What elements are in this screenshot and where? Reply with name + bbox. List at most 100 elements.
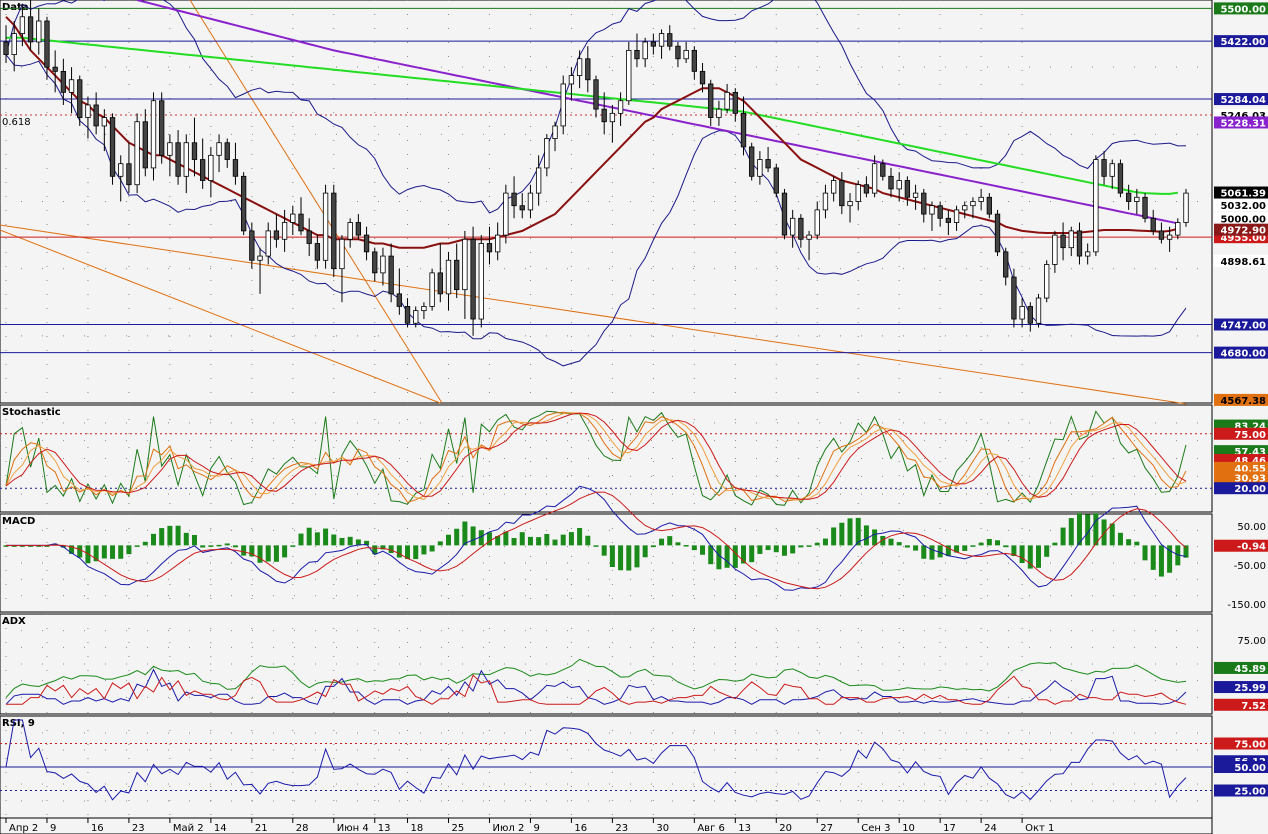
candle [585, 58, 591, 81]
macd-bar [945, 545, 951, 557]
candle [1011, 276, 1017, 320]
x-tick-label: 9 [533, 823, 539, 834]
x-tick-label: 21 [255, 823, 268, 834]
x-tick-label: Май 2 [173, 823, 204, 834]
stoch-label-bg [1214, 427, 1268, 440]
macd-bar [872, 529, 878, 546]
candle [486, 243, 493, 253]
candle [1134, 196, 1140, 202]
candle [314, 243, 321, 261]
candle [617, 100, 624, 114]
x-tick-label: 17 [943, 823, 956, 834]
candle [273, 230, 280, 240]
macd-bar [847, 518, 853, 546]
adx-label: 7.52 [1241, 701, 1266, 712]
candle [224, 142, 230, 160]
panel-title: Stochastic [2, 407, 61, 418]
candle [3, 41, 9, 55]
macd-bar [527, 536, 533, 546]
candle [1166, 234, 1173, 240]
macd-bar [683, 545, 689, 547]
candle [970, 201, 976, 207]
macd-bar [552, 539, 558, 546]
macd-bar [52, 543, 58, 546]
macd-bar [618, 545, 624, 571]
macd-bar [1150, 545, 1156, 570]
stoch-label: 83.24 [1234, 422, 1266, 433]
macd-bar [306, 527, 312, 546]
macd-bar [191, 535, 197, 546]
candle [814, 209, 820, 236]
macd-bar [446, 534, 451, 546]
candle [986, 196, 992, 215]
candle [871, 163, 878, 194]
candle [732, 91, 738, 114]
candle [52, 66, 58, 72]
price-label-bg [1214, 198, 1268, 211]
price-label: 5000.00 [1220, 214, 1266, 225]
x-tick-label: 20 [779, 823, 792, 834]
macd-bar [503, 531, 509, 546]
candle [601, 108, 607, 123]
macd-bar [1093, 513, 1099, 546]
macd-bar [1052, 542, 1058, 546]
candle [200, 159, 206, 181]
candle [658, 33, 665, 47]
macd-bar [1076, 513, 1082, 546]
macd-bar [700, 545, 706, 555]
x-tick-label: 27 [820, 823, 833, 834]
candle [683, 49, 689, 60]
x-tick-label: 23 [615, 823, 628, 834]
macd-bar [462, 521, 468, 546]
bollinger-lower [5, 54, 1187, 367]
macd-bar [3, 545, 9, 547]
candle [790, 217, 796, 236]
candle [1019, 306, 1025, 320]
stoch-label-bg [1214, 471, 1268, 484]
stoch-d3 [5, 412, 1187, 500]
candle [60, 70, 67, 93]
candle [503, 192, 509, 236]
candle [27, 16, 34, 43]
macd-bar [142, 541, 148, 546]
macd-bar [478, 530, 484, 546]
macd-bar [1044, 545, 1050, 557]
fib-label: 0.618 [2, 117, 31, 128]
panel-frame [0, 613, 1213, 715]
candle [937, 205, 943, 219]
level-label-bg [1214, 2, 1268, 15]
x-tick-label: 28 [296, 823, 309, 834]
candle [675, 45, 681, 60]
x-tick-label: Июл 2 [492, 823, 524, 834]
candle [945, 217, 952, 223]
stoch-label: 30.93 [1234, 473, 1266, 484]
candle [437, 272, 443, 295]
adx-label-bg [1214, 698, 1268, 711]
macd-bar [839, 522, 845, 546]
candle [716, 108, 722, 118]
candle [667, 33, 673, 47]
candle [1076, 230, 1083, 257]
candle [921, 192, 927, 215]
candle [36, 20, 42, 43]
candle [396, 293, 402, 307]
macd-bar [724, 545, 730, 568]
macd-bar [863, 525, 869, 546]
candle [68, 79, 75, 93]
x-tick-label: 16 [91, 823, 104, 834]
candle [773, 167, 779, 194]
macd-bar [585, 535, 591, 546]
adx-label: 45.89 [1234, 664, 1266, 675]
macd-bar [413, 545, 419, 560]
macd-tick: -50.00 [1234, 561, 1266, 572]
macd-bar [405, 545, 411, 560]
x-tick-label: Авг 6 [697, 823, 725, 834]
adx-label: 25.99 [1234, 683, 1266, 694]
candle [634, 49, 640, 60]
macd-bar [1085, 514, 1091, 546]
trend-channel-upper [189, 0, 443, 404]
candle [626, 49, 632, 102]
macd-bar [757, 545, 763, 554]
candle [822, 192, 829, 211]
candle [380, 255, 386, 274]
